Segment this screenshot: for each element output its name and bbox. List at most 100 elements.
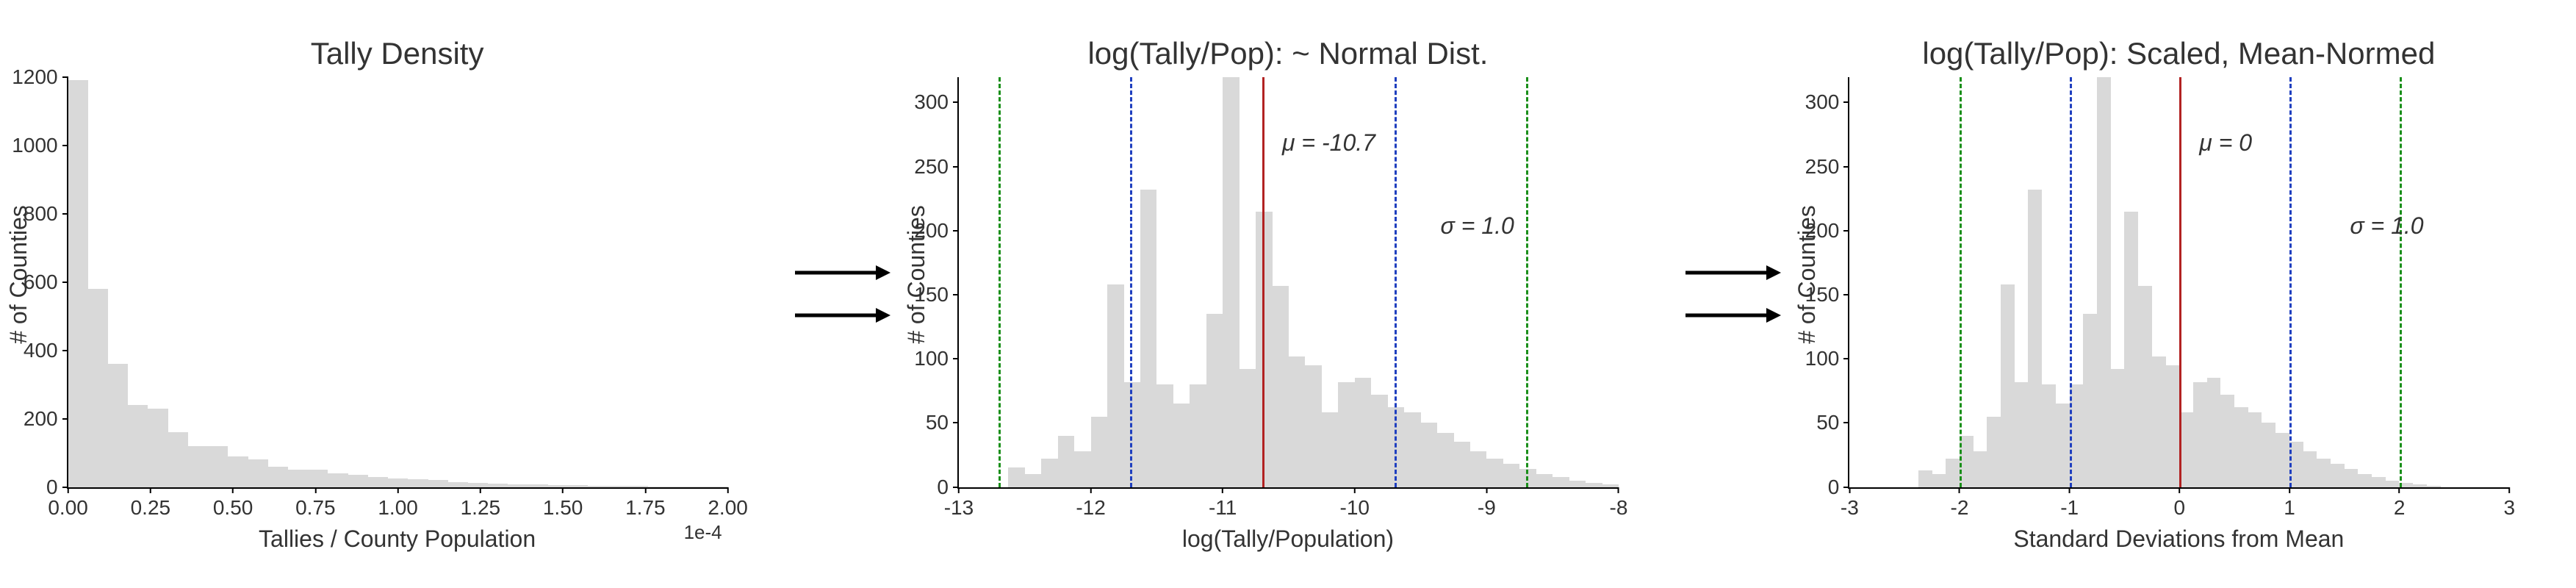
arrow-icon	[795, 262, 891, 283]
histogram-bar	[1289, 356, 1305, 487]
histogram-bar	[1240, 369, 1256, 487]
y-tick: 50	[1816, 411, 1849, 434]
y-tick-label: 50	[926, 411, 953, 434]
histogram-bar	[88, 289, 108, 487]
histogram-bar	[428, 480, 448, 487]
y-tick-label: 300	[1805, 90, 1844, 114]
y-tick-label: 250	[1805, 155, 1844, 179]
y-tick: 150	[1805, 283, 1850, 306]
arrow-icon	[1685, 305, 1781, 326]
x-tick-label: 2	[2394, 493, 2406, 520]
histogram-bar	[2042, 384, 2056, 487]
histogram-bar	[128, 405, 148, 487]
histogram-bar	[2248, 412, 2262, 487]
sigma-annotation: σ = 1.0	[1441, 212, 1514, 240]
x-tick: -9	[1478, 487, 1496, 520]
y-tick-label: 150	[1805, 283, 1844, 306]
panel-tally-density: Tally Density # of Counties 020040060080…	[67, 36, 728, 553]
histogram-bar	[2152, 356, 2166, 487]
histogram-bar	[2345, 469, 2359, 487]
histogram-bar	[68, 80, 88, 487]
panel2-title: log(Tally/Pop): ~ Normal Dist.	[1087, 36, 1488, 71]
tick-mark	[314, 487, 316, 493]
x-tick: 0	[2174, 487, 2186, 520]
panel1-bars	[68, 77, 728, 487]
histogram-bar	[248, 459, 268, 487]
histogram-bar	[2331, 464, 2345, 487]
tick-mark	[2508, 487, 2510, 493]
histogram-bar	[108, 364, 128, 487]
y-tick: 300	[914, 90, 959, 114]
tick-mark	[1486, 487, 1487, 493]
histogram-bar	[1058, 436, 1074, 487]
histogram-bar	[2083, 314, 2097, 487]
x-tick: -13	[944, 487, 974, 520]
histogram-bar	[368, 477, 388, 487]
y-tick: 200	[24, 407, 68, 431]
x-tick: 2.00	[708, 487, 748, 520]
mean-line	[2179, 77, 2181, 487]
x-tick-label: -1	[2060, 493, 2079, 520]
x-tick: 1.75	[625, 487, 666, 520]
y-tick: 600	[24, 270, 68, 294]
histogram-bar	[1041, 459, 1057, 487]
histogram-bar	[448, 482, 468, 487]
x-tick-label: 1.25	[461, 493, 501, 520]
x-tick-label: -3	[1841, 493, 1859, 520]
histogram-bar	[408, 479, 428, 487]
y-tick: 300	[1805, 90, 1850, 114]
histogram-bar	[588, 486, 608, 487]
arrow-1-2	[795, 262, 891, 326]
tick-mark	[1843, 294, 1849, 295]
tick-mark	[2399, 487, 2400, 493]
tick-mark	[1843, 422, 1849, 423]
histogram-bar	[2372, 477, 2386, 487]
x-tick: -1	[2060, 487, 2079, 520]
y-tick: 800	[24, 202, 68, 226]
histogram-bar	[2138, 286, 2152, 487]
panel3-title: log(Tally/Pop): Scaled, Mean-Normed	[1922, 36, 2435, 71]
histogram-bar	[1025, 474, 1041, 487]
tick-mark	[62, 76, 68, 78]
histogram-bar	[1974, 451, 1987, 487]
y-tick-label: 100	[914, 347, 953, 370]
x-tick-label: 0.25	[131, 493, 171, 520]
tick-mark	[397, 487, 399, 493]
panel1-xlabel: Tallies / County Population	[259, 526, 536, 553]
histogram-bar	[228, 456, 248, 487]
histogram-bar	[1223, 77, 1239, 487]
histogram-bar	[2124, 212, 2138, 487]
histogram-bar	[1553, 477, 1569, 487]
histogram-bar	[2262, 423, 2275, 487]
sigma-line	[1526, 77, 1528, 487]
mu-annotation: μ = 0	[2199, 129, 2252, 157]
tick-mark	[953, 166, 959, 168]
y-tick: 250	[1805, 155, 1850, 179]
histogram-bar	[148, 409, 168, 487]
histogram-bar	[2015, 382, 2029, 487]
x-tick-label: 0	[2174, 493, 2186, 520]
histogram-bar	[2207, 378, 2221, 487]
x-tick-label: -11	[1209, 493, 1237, 520]
tick-mark	[562, 487, 564, 493]
panel3-plot-wrap: # of Counties 050100150200250300-3-2-101…	[1848, 77, 2509, 489]
x-tick-label: -8	[1610, 493, 1628, 520]
tick-mark	[2069, 487, 2070, 493]
sigma-line	[999, 77, 1001, 487]
panel3-xlabel: Standard Deviations from Mean	[2013, 526, 2344, 553]
mu-annotation: μ = -10.7	[1282, 129, 1375, 157]
histogram-bar	[2303, 451, 2317, 487]
panel1-plot-wrap: # of Counties 0200400600800100012000.000…	[67, 77, 728, 489]
arrow-2-3	[1685, 262, 1781, 326]
histogram-bar	[1421, 423, 1437, 487]
histogram-bar	[1156, 384, 1173, 487]
y-tick-label: 400	[24, 339, 62, 362]
x-tick-label: 1.75	[625, 493, 666, 520]
histogram-bar	[1586, 483, 1602, 487]
histogram-bar	[2111, 369, 2125, 487]
y-tick: 50	[926, 411, 959, 434]
tick-mark	[644, 487, 646, 493]
x-tick: 1.50	[543, 487, 583, 520]
histogram-bar	[1107, 284, 1123, 487]
tick-mark	[150, 487, 151, 493]
